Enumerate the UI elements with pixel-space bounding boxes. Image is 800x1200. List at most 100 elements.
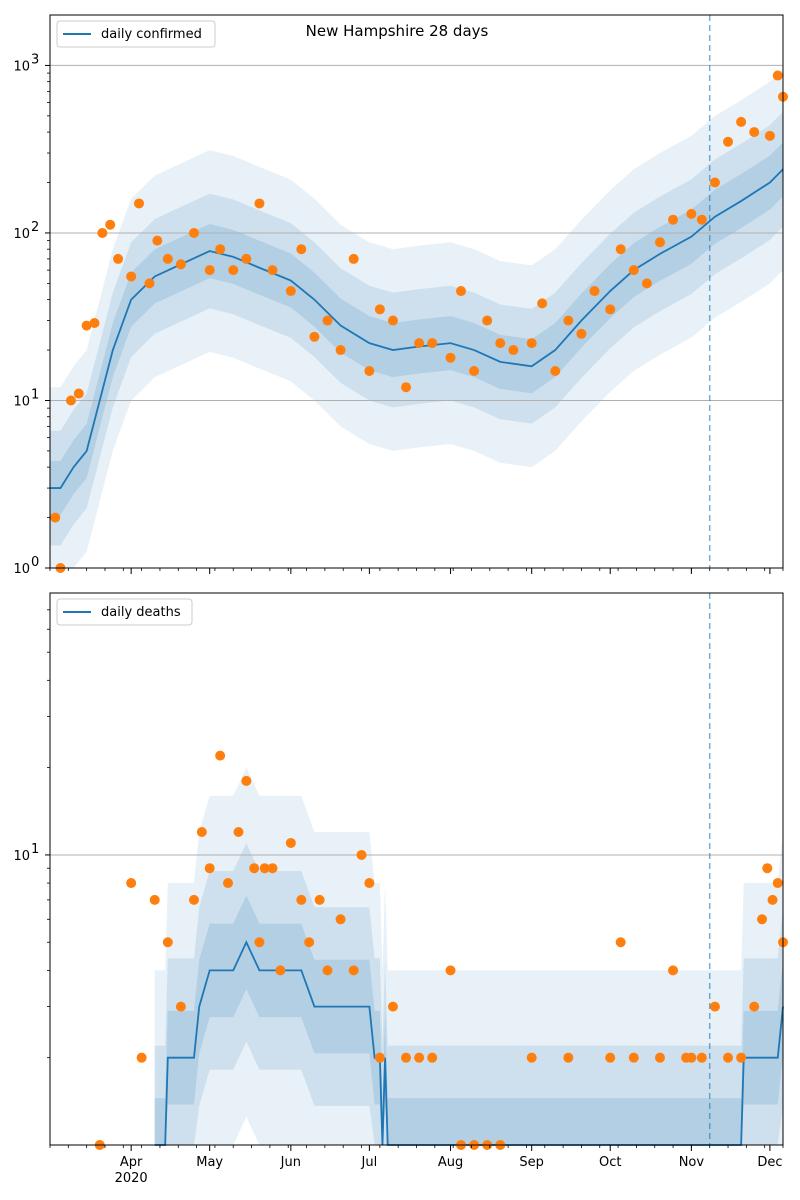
observed-point [267, 863, 278, 874]
confirmed-legend: daily confirmed [56, 20, 216, 48]
observed-point [508, 345, 519, 356]
observed-point [97, 227, 108, 238]
x-tick-label: Jun [280, 1155, 301, 1170]
x-tick-label: Oct [599, 1155, 621, 1170]
y-tick-label: 10 [13, 227, 30, 242]
observed-point [285, 286, 296, 297]
observed-point [241, 775, 252, 786]
observed-point [686, 1052, 697, 1063]
y-tick-label: 10 [13, 562, 30, 577]
observed-point [134, 198, 145, 209]
observed-point [335, 345, 346, 356]
observed-point [296, 894, 307, 905]
observed-point [65, 395, 76, 406]
observed-point [401, 1052, 412, 1063]
y-tick-label: 10 [13, 849, 30, 864]
x-tick-label: Sep [519, 1155, 544, 1170]
confirmed-legend-box [56, 20, 216, 48]
confirmed-legend-label: daily confirmed [101, 27, 202, 42]
observed-point [668, 965, 679, 976]
observed-point [267, 265, 278, 276]
observed-point [374, 304, 385, 315]
observed-point [723, 136, 734, 147]
observed-point [668, 214, 679, 225]
observed-point [387, 315, 398, 326]
observed-point [175, 259, 186, 270]
observed-point [285, 837, 296, 848]
observed-point [764, 130, 775, 141]
x-tick-label: Aug [438, 1155, 463, 1170]
observed-point [589, 286, 600, 297]
observed-point [772, 878, 783, 889]
observed-point [196, 826, 207, 837]
observed-point [550, 365, 561, 376]
uncertainty-band [154, 842, 783, 1145]
observed-point [605, 1052, 616, 1063]
observed-point [162, 937, 173, 948]
observed-point [628, 1052, 639, 1063]
observed-point [322, 965, 333, 976]
observed-point [615, 244, 626, 255]
observed-point [772, 70, 783, 81]
confirmed-plot-area [50, 15, 783, 568]
confirmed-bands [50, 68, 783, 569]
observed-point [73, 388, 84, 399]
observed-point [335, 914, 346, 925]
observed-point [223, 878, 234, 889]
observed-point [249, 863, 260, 874]
observed-point [322, 315, 333, 326]
observed-point [254, 937, 265, 948]
observed-point [188, 894, 199, 905]
observed-point [81, 320, 92, 331]
observed-point [175, 1001, 186, 1012]
observed-point [414, 1052, 425, 1063]
observed-point [709, 177, 720, 188]
x-tick-label: Dec [757, 1155, 782, 1170]
observed-point [215, 750, 226, 761]
observed-point [136, 1052, 147, 1063]
x-tick-sublabel: 2020 [115, 1171, 148, 1186]
observed-point [469, 365, 480, 376]
observed-point [563, 1052, 574, 1063]
observed-point [401, 382, 412, 393]
observed-point [356, 849, 367, 860]
observed-point [105, 219, 116, 230]
observed-point [188, 227, 199, 238]
deaths-observed-points [94, 750, 788, 1150]
observed-point [89, 318, 100, 329]
observed-point [641, 278, 652, 289]
observed-point [767, 894, 778, 905]
observed-point [233, 826, 244, 837]
observed-point [709, 1001, 720, 1012]
observed-point [482, 315, 493, 326]
observed-point [414, 338, 425, 349]
deaths-bands [154, 767, 783, 1145]
median-line [50, 168, 784, 489]
observed-point [456, 286, 467, 297]
uncertainty-band [154, 767, 783, 1145]
y-tick-label: 10 [13, 394, 30, 409]
chart-title: New Hampshire 28 days [306, 22, 489, 40]
observed-point [537, 298, 548, 309]
observed-point [723, 1052, 734, 1063]
observed-point [757, 914, 768, 925]
x-tick-label: Nov [679, 1155, 705, 1170]
observed-point [736, 1052, 747, 1063]
observed-point [152, 235, 163, 246]
observed-point [296, 244, 307, 255]
observed-point [254, 198, 265, 209]
observed-point [309, 331, 320, 342]
observed-point [762, 863, 773, 874]
observed-point [427, 1052, 438, 1063]
observed-point [654, 237, 665, 248]
observed-point [241, 253, 252, 264]
uncertainty-band [154, 895, 783, 1145]
observed-point [576, 328, 587, 339]
observed-point [348, 253, 359, 264]
confirmed-grid [50, 64, 783, 401]
y-tick-exponent: 1 [31, 387, 39, 402]
observed-point [654, 1052, 665, 1063]
confirmed-observed-points [50, 70, 788, 573]
